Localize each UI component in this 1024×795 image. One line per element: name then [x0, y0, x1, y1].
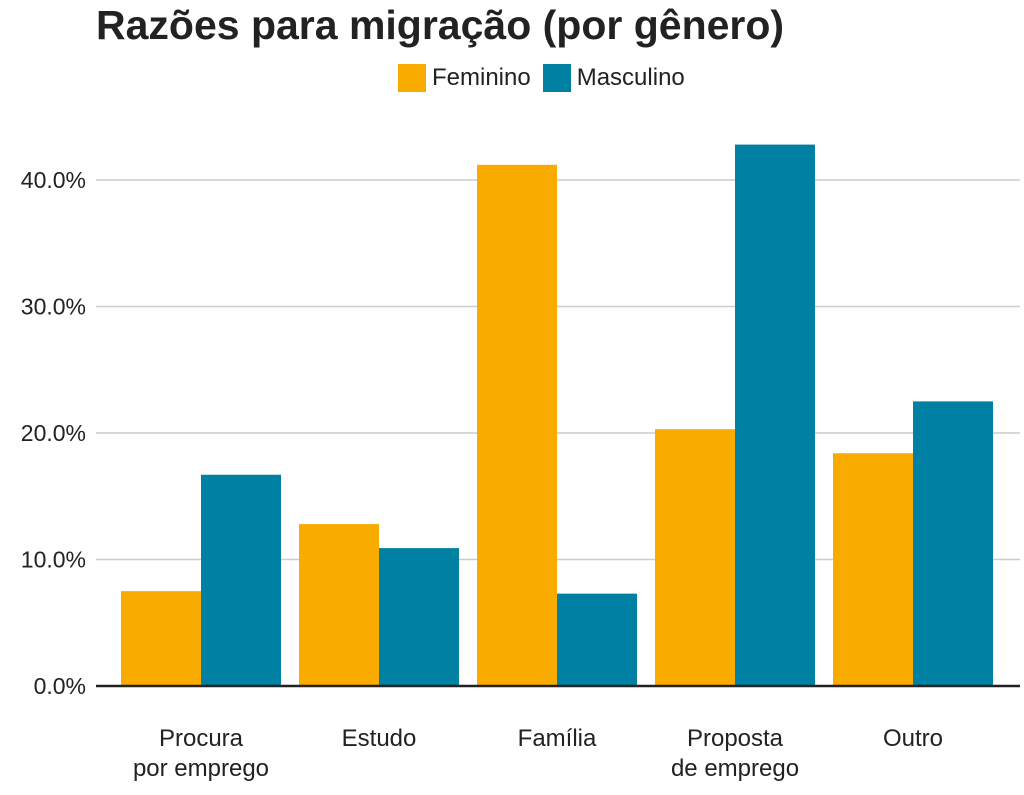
- bar-feminino: [655, 429, 735, 686]
- y-tick-label: 40.0%: [21, 167, 86, 193]
- legend-item-feminino: Feminino: [398, 64, 531, 92]
- y-tick-label: 0.0%: [34, 673, 86, 699]
- y-tick-label: 30.0%: [21, 294, 86, 320]
- bar-feminino: [833, 453, 913, 686]
- y-tick-label: 10.0%: [21, 547, 86, 573]
- legend-swatch-masculino: [542, 64, 571, 92]
- legend: Feminino Masculino: [398, 64, 697, 92]
- legend-swatch-feminino: [398, 64, 426, 92]
- x-category-label: de emprego: [671, 755, 799, 782]
- bar-masculino: [735, 144, 815, 686]
- x-category-label: Procura: [159, 725, 244, 752]
- x-category-label: Proposta: [687, 725, 784, 752]
- legend-label-masculino: Masculino: [576, 64, 685, 91]
- legend-item-masculino: Masculino: [542, 64, 685, 92]
- legend-label-feminino: Feminino: [432, 64, 531, 91]
- bar-masculino: [379, 548, 459, 686]
- x-category-label: Família: [518, 725, 597, 752]
- bar-masculino: [913, 401, 993, 686]
- x-category-label: Outro: [883, 725, 943, 752]
- bar-masculino: [201, 474, 281, 686]
- chart-title: Razões para migração (por gênero): [96, 2, 785, 48]
- bar-feminino: [299, 524, 379, 686]
- x-category-label: por emprego: [133, 755, 269, 782]
- y-tick-label: 20.0%: [21, 420, 86, 446]
- bar-feminino: [121, 591, 201, 686]
- x-category-label: Estudo: [342, 725, 417, 752]
- bar-feminino: [477, 164, 557, 686]
- bar-masculino: [557, 593, 637, 686]
